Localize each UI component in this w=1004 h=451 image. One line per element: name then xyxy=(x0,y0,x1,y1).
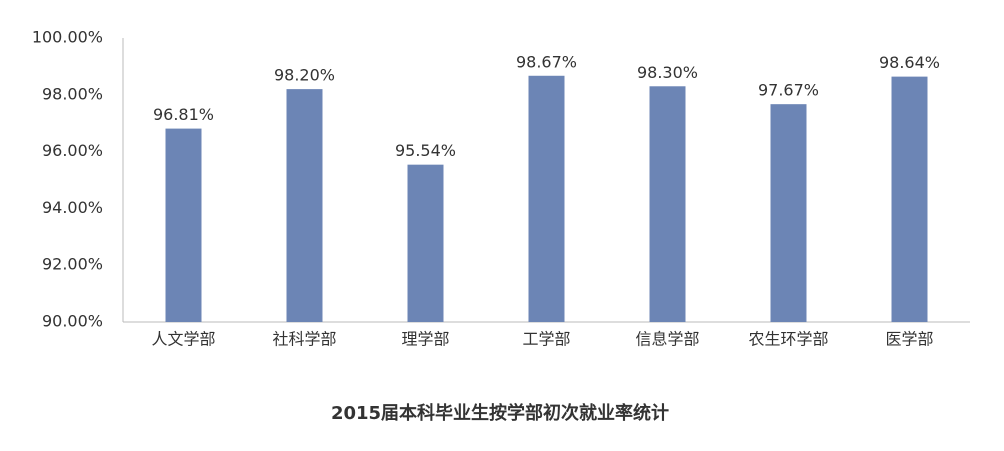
bar xyxy=(770,104,807,322)
y-tick-label: 92.00% xyxy=(42,255,103,274)
value-label: 98.64% xyxy=(879,53,940,72)
x-tick-label: 理学部 xyxy=(401,330,449,349)
bar xyxy=(649,86,686,322)
value-label: 98.20% xyxy=(274,66,335,85)
chart-title: 2015届本科毕业生按学部初次就业率统计 xyxy=(331,402,669,424)
value-label: 95.54% xyxy=(395,141,456,160)
y-tick-label: 96.00% xyxy=(42,141,103,160)
bar xyxy=(407,164,444,322)
x-tick-label: 社科学部 xyxy=(272,330,336,349)
bar xyxy=(286,89,323,323)
x-tick-label: 工学部 xyxy=(522,330,570,349)
value-label: 97.67% xyxy=(758,81,819,100)
bar xyxy=(165,128,202,322)
x-tick-label: 信息学部 xyxy=(635,330,699,349)
bar xyxy=(891,76,928,323)
x-tick-label: 农生环学部 xyxy=(748,330,828,349)
value-label: 98.30% xyxy=(637,63,698,82)
y-tick-label: 90.00% xyxy=(42,312,103,331)
bar xyxy=(528,75,565,322)
x-tick-label: 医学部 xyxy=(885,330,933,349)
value-label: 98.67% xyxy=(516,52,577,71)
y-tick-label: 94.00% xyxy=(42,198,103,217)
y-tick-label: 98.00% xyxy=(42,84,103,103)
y-tick-label: 100.00% xyxy=(32,28,103,47)
value-label: 96.81% xyxy=(153,105,214,124)
x-tick-label: 人文学部 xyxy=(151,330,215,349)
